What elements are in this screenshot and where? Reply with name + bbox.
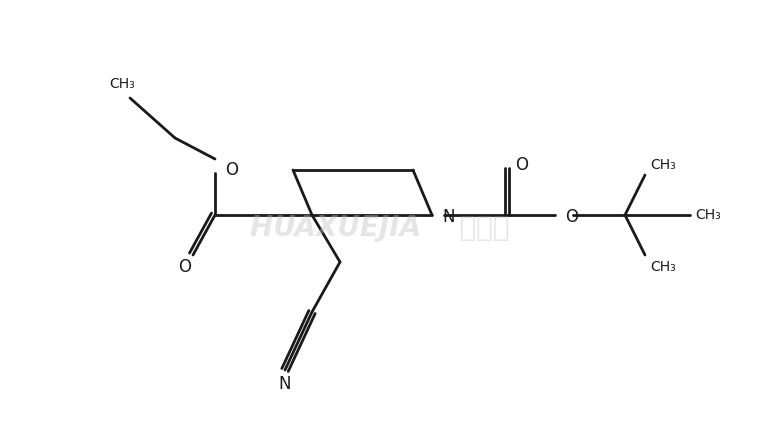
Text: CH₃: CH₃ xyxy=(695,208,720,222)
Text: O: O xyxy=(225,161,238,179)
Text: CH₃: CH₃ xyxy=(650,260,676,274)
Text: N: N xyxy=(279,375,291,393)
Text: N: N xyxy=(442,208,454,226)
Text: HUAXUEJIA    化学加: HUAXUEJIA 化学加 xyxy=(250,214,510,242)
Text: CH₃: CH₃ xyxy=(109,77,135,91)
Text: O: O xyxy=(515,156,528,174)
Text: O: O xyxy=(179,258,192,276)
Text: O: O xyxy=(565,208,578,226)
Text: CH₃: CH₃ xyxy=(650,158,676,172)
